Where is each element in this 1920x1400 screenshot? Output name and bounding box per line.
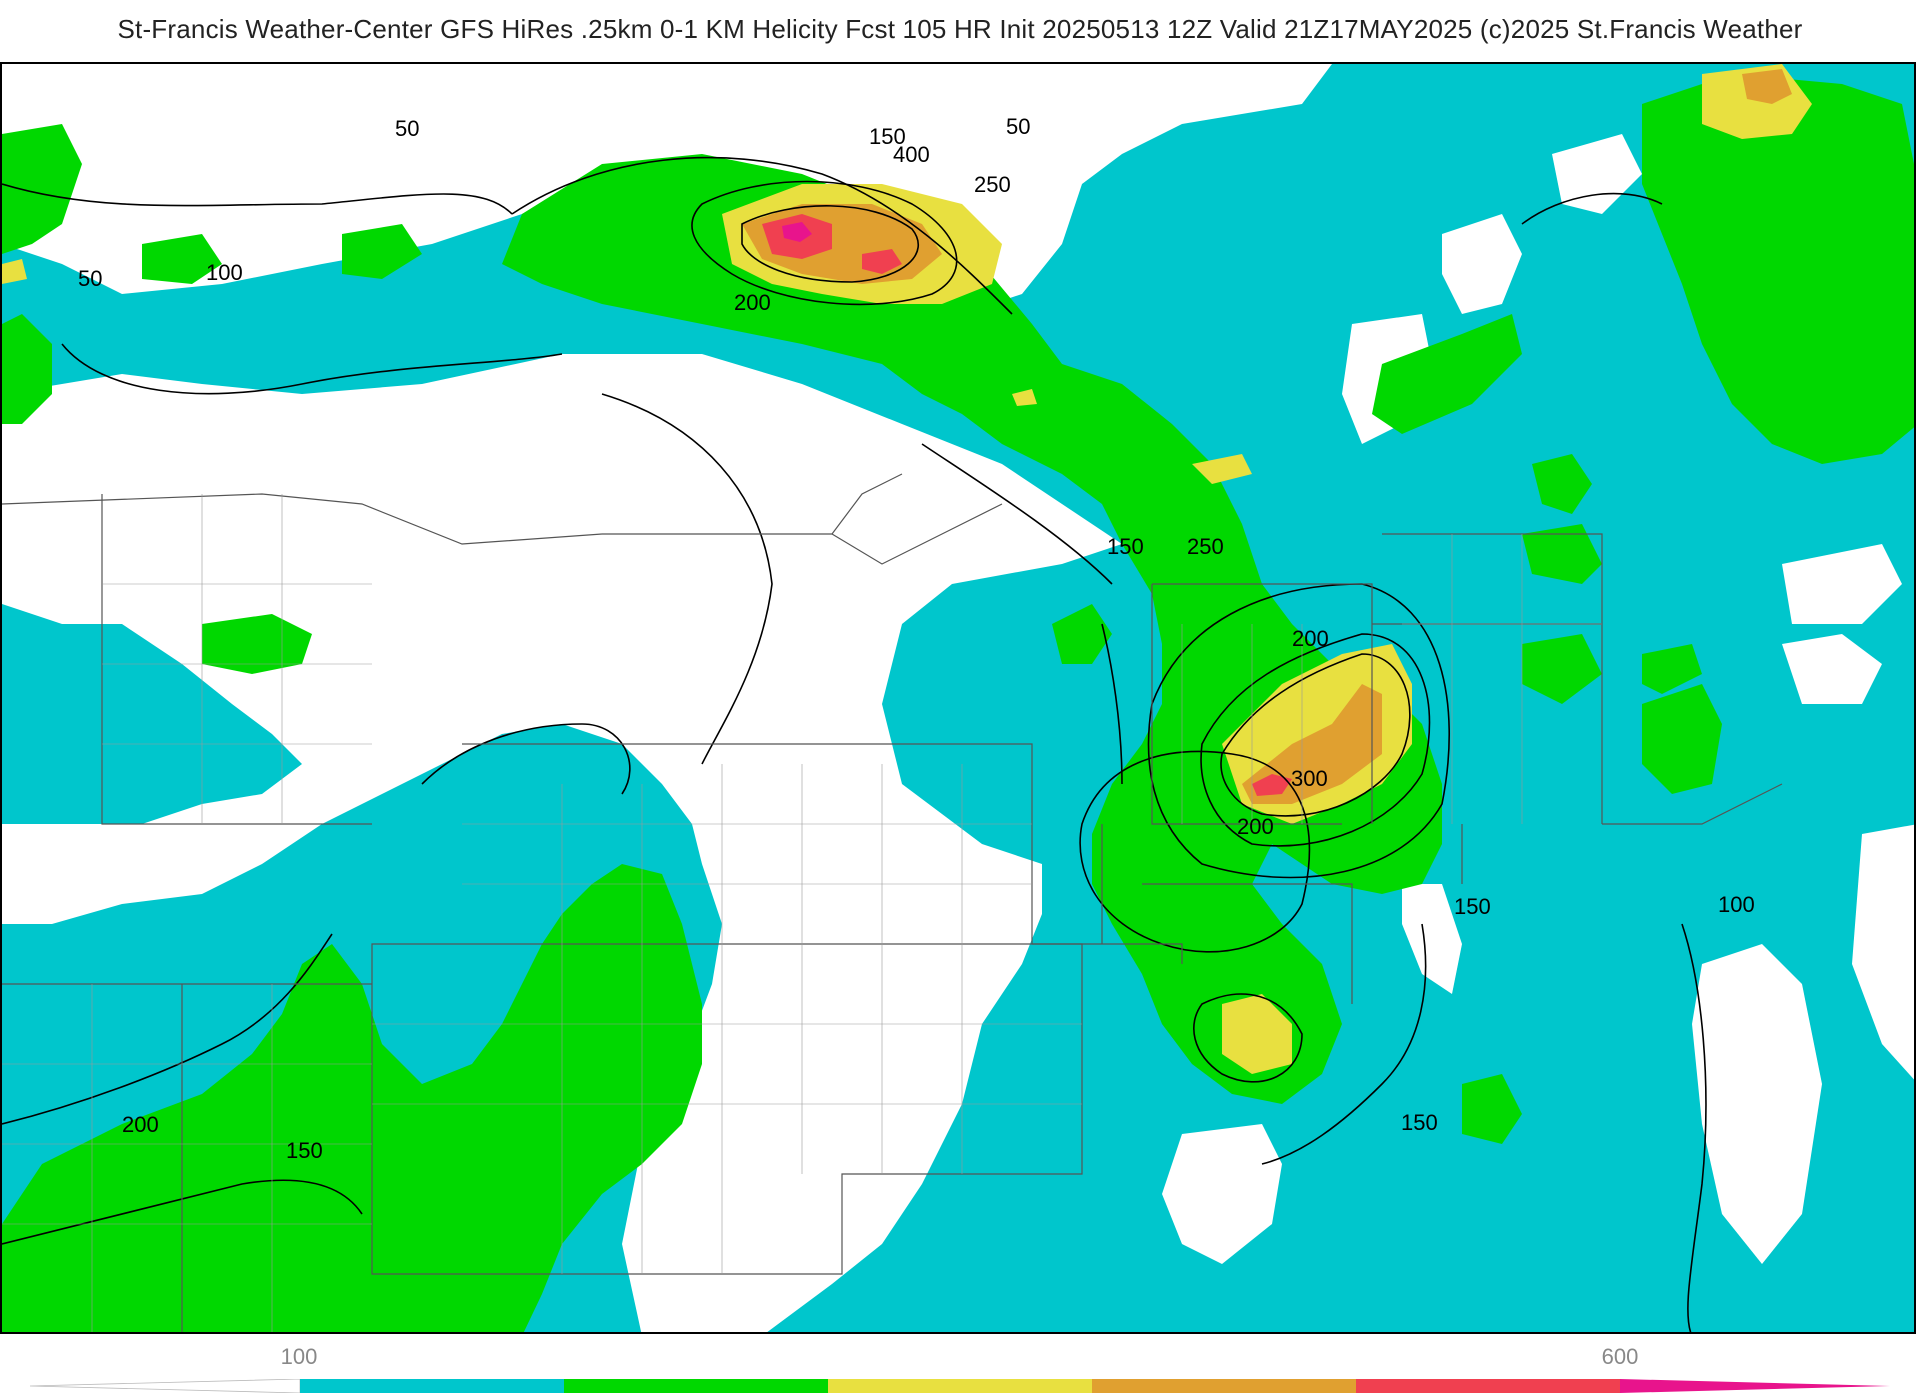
map-title: St-Francis Weather-Center GFS HiRes .25k… [117,14,1803,44]
colorbar-bin [30,1379,301,1393]
contour-lines [2,156,1707,1332]
contour-label: 50 [395,116,419,141]
colorbar-bin [1356,1379,1621,1393]
colorbar-tick-label: 600 [1601,1344,1639,1369]
contour-label: 300 [1291,766,1328,791]
colorbar-bin [828,1379,1093,1393]
contour-label: 250 [974,172,1011,197]
contour-label: 100 [206,260,243,285]
contour-label: 200 [122,1112,159,1137]
county-lines [2,494,1602,1332]
contour-label: 200 [1237,814,1274,839]
helicity-map[interactable]: 50 150 400 50 250 50 100 200 150 250 200… [0,62,1916,1334]
contour-label: 150 [1454,894,1491,919]
contour-label: 150 [1401,1110,1438,1135]
colorbar [30,1379,1890,1393]
contour-label: 200 [1292,626,1329,651]
colorbar-tick-label: 100 [280,1344,318,1369]
contour-label: 250 [1187,534,1224,559]
map-svg: 50 150 400 50 250 50 100 200 150 250 200… [2,64,1914,1332]
contour-label: 200 [734,290,771,315]
contour-label-group: 50 150 400 50 250 50 100 200 150 250 200… [78,114,1755,1163]
colorbar-bin [1620,1379,1890,1393]
contour-label: 150 [869,124,906,149]
colorbar-bin [564,1379,829,1393]
contour-label: 150 [1107,534,1144,559]
colorbar-bin [1092,1379,1357,1393]
fill-green-layer [2,74,1914,1332]
contour-label: 150 [286,1138,323,1163]
fill-magenta-layer [782,222,812,242]
boundary-lines [2,473,1783,1332]
colorbar-bin [300,1379,565,1393]
contour-label: 50 [1006,114,1030,139]
contour-label: 400 [893,142,930,167]
contour-label: 50 [78,266,102,291]
contour-label: 100 [1718,892,1755,917]
